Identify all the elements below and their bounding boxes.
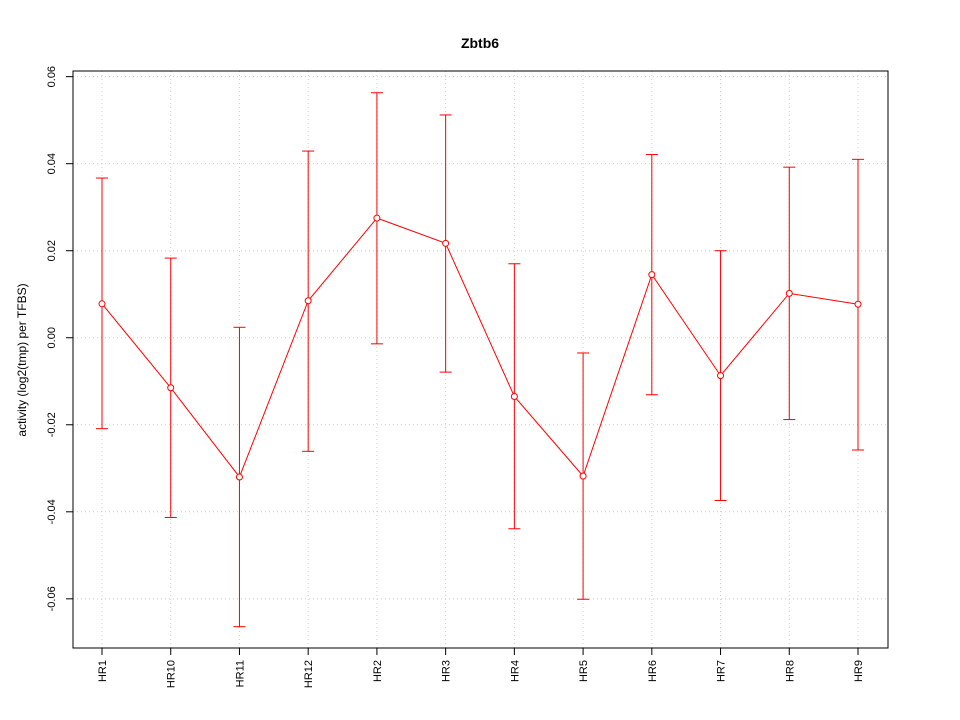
data-point	[854, 300, 862, 308]
data-point	[717, 372, 725, 380]
series-line	[101, 217, 859, 478]
x-tick-label: HR3	[441, 660, 453, 682]
axes: -0.06 -0.04 -0.02 0.00 0.02 0.04 0.06 HR1 HR10 HR…	[46, 66, 865, 688]
grid	[73, 71, 888, 648]
data-point	[235, 473, 243, 481]
y-tick-label: 0.04	[46, 153, 58, 174]
y-tick-label: -0.04	[46, 499, 58, 524]
x-tick-label: HR9	[853, 660, 865, 682]
x-tick-label: HR6	[647, 660, 659, 682]
series	[96, 92, 864, 628]
y-axis-label: activity (log2(tmp) per TFBS)	[15, 283, 29, 436]
data-point	[98, 300, 106, 308]
data-point	[167, 384, 175, 392]
x-tick-label: HR2	[372, 660, 384, 682]
x-tick-label: HR4	[509, 660, 521, 682]
data-point	[442, 239, 450, 247]
x-tick-label: HR1	[97, 660, 109, 682]
data-point	[373, 214, 381, 222]
y-tick-label: 0.02	[46, 240, 58, 261]
data-point	[510, 392, 518, 400]
x-tick-label: HR5	[578, 660, 590, 682]
data-point	[304, 297, 312, 305]
chart-title: Zbtb6	[461, 35, 499, 51]
x-tick-label: HR10	[166, 660, 178, 688]
x-tick-label: HR12	[303, 660, 315, 688]
y-tick-label: -0.02	[46, 412, 58, 437]
plot-frame	[72, 70, 889, 649]
x-tick-label: HR11	[234, 660, 246, 687]
x-tick-label: HR8	[784, 660, 796, 682]
y-tick-label: 0.00	[46, 327, 58, 348]
data-point	[648, 271, 656, 279]
x-tick-label: HR7	[716, 660, 728, 682]
y-tick-label: 0.06	[46, 66, 58, 87]
data-point	[579, 472, 587, 480]
data-point	[785, 289, 793, 297]
y-tick-label: -0.06	[46, 586, 58, 611]
